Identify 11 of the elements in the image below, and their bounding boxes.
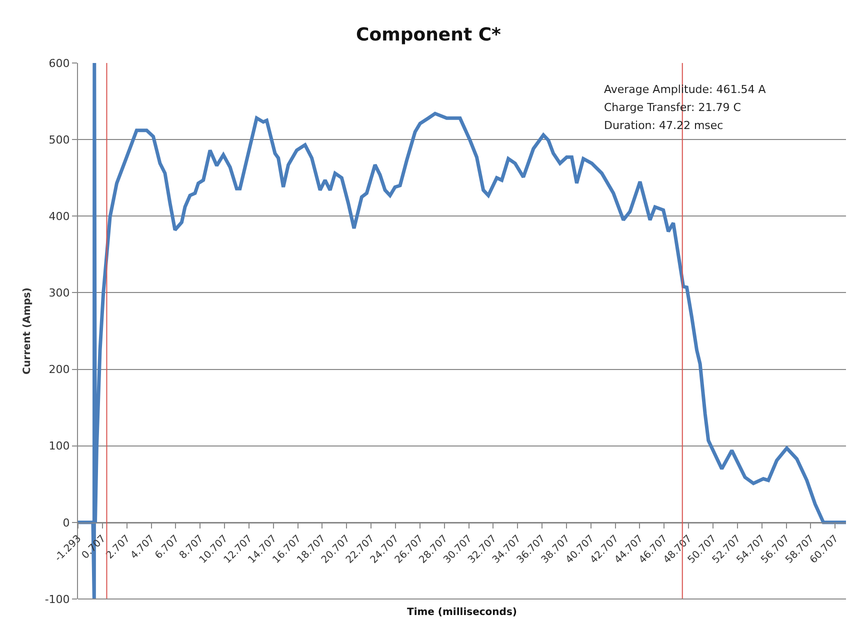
y-tick-label: 400 xyxy=(48,210,70,223)
y-tick-label: 500 xyxy=(48,133,70,146)
chart-title: Component C* xyxy=(356,24,502,46)
y-tick-label: -100 xyxy=(44,592,70,606)
y-tick-label: 300 xyxy=(48,286,70,300)
y-axis-title: Current (Amps) xyxy=(22,288,33,374)
y-tick-label: 200 xyxy=(48,363,70,376)
y-tick-label: 0 xyxy=(62,516,70,530)
y-tick-label: 100 xyxy=(48,440,70,453)
x-axis-title: Time (milliseconds) xyxy=(407,607,517,618)
y-tick-label: 600 xyxy=(48,56,70,70)
